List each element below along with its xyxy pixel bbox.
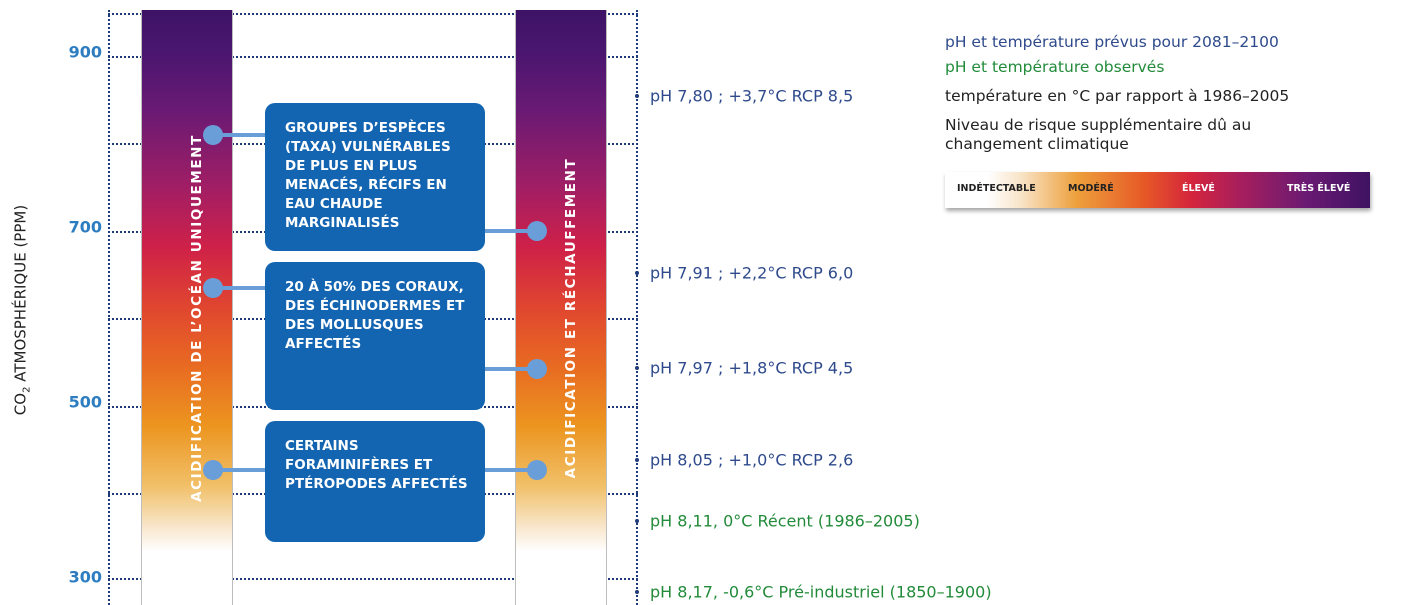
impact-box-medium: 20 À 50% DES CORAUX, DES ÉCHINODERMES ET…: [265, 262, 485, 410]
y-axis-title-suffix: ATMOSPHÉRIQUE (PPM): [11, 204, 30, 387]
connector-dot: [527, 221, 547, 241]
impact-box-high: GROUPES D’ESPÈCES (TAXA) VULNÉRABLES DE …: [265, 103, 485, 251]
connector-dot: [203, 125, 223, 145]
scenario-recent: pH 8,11, 0°C Récent (1986–2005): [650, 511, 920, 531]
connector-dot: [527, 359, 547, 379]
gridline: [108, 13, 638, 15]
column-ocean-acidification-only: ACIDIFICATION DE L’OCÉAN UNIQUEMENT: [141, 10, 233, 605]
scenario-rcp45: pH 7,97 ; +1,8°C RCP 4,5: [650, 358, 854, 378]
y-tick-label-700: 700: [68, 217, 102, 237]
risk-level-high: ÉLEVÉ: [1182, 183, 1215, 194]
scenario-marker: [635, 458, 639, 462]
connector-right: [485, 367, 537, 371]
legend-temperature-reference: température en °C par rapport à 1986–200…: [945, 87, 1290, 105]
impact-box-low: CERTAINS FORAMINIFÈRES ET PTÉROPODES AFF…: [265, 421, 485, 542]
gridline: [108, 56, 638, 58]
scenario-marker: [635, 94, 639, 98]
risk-level-very-high: TRÈS ÉLEVÉ: [1287, 183, 1351, 194]
legend-risk-title-2: changement climatique: [945, 135, 1129, 153]
connector-dot: [203, 278, 223, 298]
scenario-marker: [635, 519, 639, 523]
legend-observed: pH et température observés: [945, 58, 1165, 76]
right-frame-line: [636, 10, 638, 605]
y-tick-label-900: 900: [68, 42, 102, 62]
gridline: [108, 578, 638, 580]
column-acidification-and-warming: ACIDIFICATION ET RÉCHAUFFEMENT: [515, 10, 607, 605]
y-axis-title: CO2 ATMOSPHÉRIQUE (PPM): [12, 205, 33, 415]
scenario-marker: [635, 366, 639, 370]
scenario-rcp26: pH 8,05 ; +1,0°C RCP 2,6: [650, 450, 854, 470]
risk-scale-bar: INDÉTECTABLE MODÉRÉ ÉLEVÉ TRÈS ÉLEVÉ: [945, 172, 1370, 208]
risk-level-undetectable: INDÉTECTABLE: [957, 183, 1036, 194]
legend-projected: pH et température prévus pour 2081–2100: [945, 33, 1279, 51]
connector-right: [485, 229, 537, 233]
legend-risk-title: Niveau de risque supplémentaire dû au: [945, 116, 1252, 134]
y-tick-label-500: 500: [68, 392, 102, 412]
column-label-right: ACIDIFICATION ET RÉCHAUFFEMENT: [563, 157, 579, 478]
scenario-marker: [635, 271, 639, 275]
scenario-rcp60: pH 7,91 ; +2,2°C RCP 6,0: [650, 263, 854, 283]
connector-dot: [203, 460, 223, 480]
scenario-preindustrial: pH 8,17, -0,6°C Pré-industriel (1850–190…: [650, 582, 992, 602]
y-axis-title-subscript: 2: [21, 386, 33, 393]
connector-left: [213, 468, 268, 472]
left-frame-line: [108, 10, 110, 605]
risk-level-moderate: MODÉRÉ: [1068, 183, 1114, 194]
connector-left: [213, 286, 268, 290]
scenario-marker: [635, 590, 639, 594]
y-axis-title-prefix: CO: [11, 392, 30, 416]
connector-left: [213, 133, 268, 137]
connector-right: [485, 468, 537, 472]
y-tick-label-300: 300: [68, 567, 102, 587]
connector-dot: [527, 460, 547, 480]
column-label-left: ACIDIFICATION DE L’OCÉAN UNIQUEMENT: [189, 133, 205, 502]
scenario-rcp85: pH 7,80 ; +3,7°C RCP 8,5: [650, 86, 854, 106]
